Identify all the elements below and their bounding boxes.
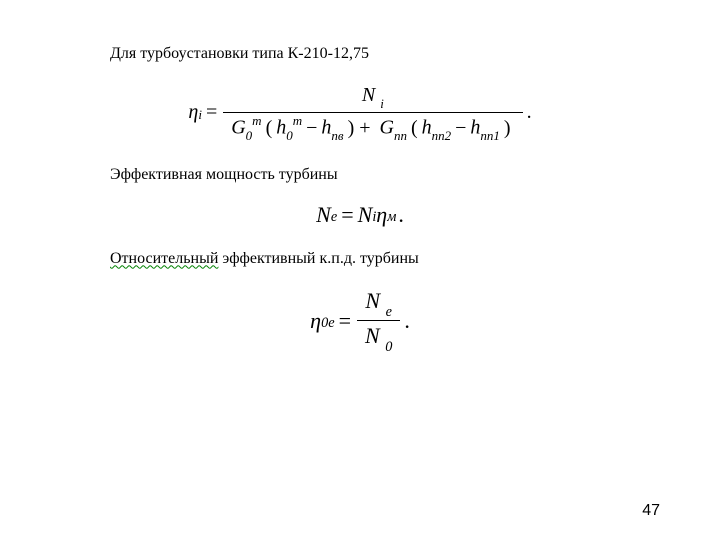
eq1-num-N: N bbox=[362, 84, 375, 106]
equation-1: η i = N i G0m(h0m−hпв) + Gпп(hпп2−hпп1) … bbox=[110, 81, 610, 144]
eq3-num-N: N bbox=[365, 288, 380, 313]
eq1-hpp2: h bbox=[422, 117, 432, 139]
eq2-N-sub: i bbox=[372, 209, 376, 226]
eq3-lhs-sub: 0e bbox=[321, 315, 335, 332]
equals-sign: = bbox=[206, 101, 217, 124]
eq1-lhs-sub: i bbox=[198, 107, 202, 123]
eq1-h0-sup: m bbox=[293, 113, 302, 128]
eq1-G0-sup: m bbox=[252, 113, 261, 128]
eq1-period: . bbox=[527, 101, 532, 124]
eq1-hpv: h bbox=[321, 117, 331, 139]
eq1-hpp1: h bbox=[470, 117, 480, 139]
eq2-eta-sub: м bbox=[387, 209, 396, 226]
eq1-hpp2-sub: пп2 bbox=[432, 128, 452, 143]
equation-3: η 0e = N e N 0 . bbox=[110, 286, 610, 355]
eq1-fraction: N i G0m(h0m−hпв) + Gпп(hпп2−hпп1) bbox=[223, 81, 522, 144]
eq3-fraction: N e N 0 bbox=[357, 286, 400, 355]
page-number: 47 bbox=[642, 502, 660, 520]
eq1-G0: G bbox=[231, 117, 245, 139]
eq2-eta: η bbox=[376, 202, 387, 228]
eq2-period: . bbox=[398, 202, 404, 228]
equation-2: N e = N i η м . bbox=[110, 202, 610, 228]
wavy-underline-word: Относительный bbox=[110, 250, 218, 267]
eq1-h0: h bbox=[276, 117, 286, 139]
text3-rest: эффективный к.п.д. турбины bbox=[218, 250, 418, 267]
intro-text-2: Эффективная мощность турбины bbox=[110, 166, 610, 184]
equals-sign: = bbox=[341, 202, 353, 228]
eq2-lhs-N: N bbox=[316, 202, 331, 228]
eq3-den-N: N bbox=[365, 323, 380, 348]
eq1-hpp1-sub: пп1 bbox=[480, 128, 500, 143]
intro-text-1: Для турбоустановки типа К-210-12,75 bbox=[110, 45, 610, 63]
intro-text-3: Относительный эффективный к.п.д. турбины bbox=[110, 250, 610, 268]
eq3-den-sub: 0 bbox=[385, 339, 392, 355]
eq3-lhs-eta: η bbox=[310, 308, 321, 334]
eq1-lhs-eta: η bbox=[188, 101, 198, 124]
equals-sign: = bbox=[339, 308, 351, 334]
eq2-lhs-sub: e bbox=[331, 209, 337, 226]
eq1-h0-sub: 0 bbox=[286, 128, 293, 143]
eq3-period: . bbox=[404, 308, 410, 334]
eq2-N: N bbox=[358, 202, 373, 228]
eq1-Gpp: G bbox=[380, 117, 394, 139]
eq1-Gpp-sub: пп bbox=[394, 128, 407, 143]
eq3-num-sub: e bbox=[386, 304, 392, 320]
eq1-hpv-sub: пв bbox=[331, 128, 343, 143]
eq1-G0-sub: 0 bbox=[246, 128, 253, 143]
eq1-num-sub: i bbox=[380, 96, 384, 111]
